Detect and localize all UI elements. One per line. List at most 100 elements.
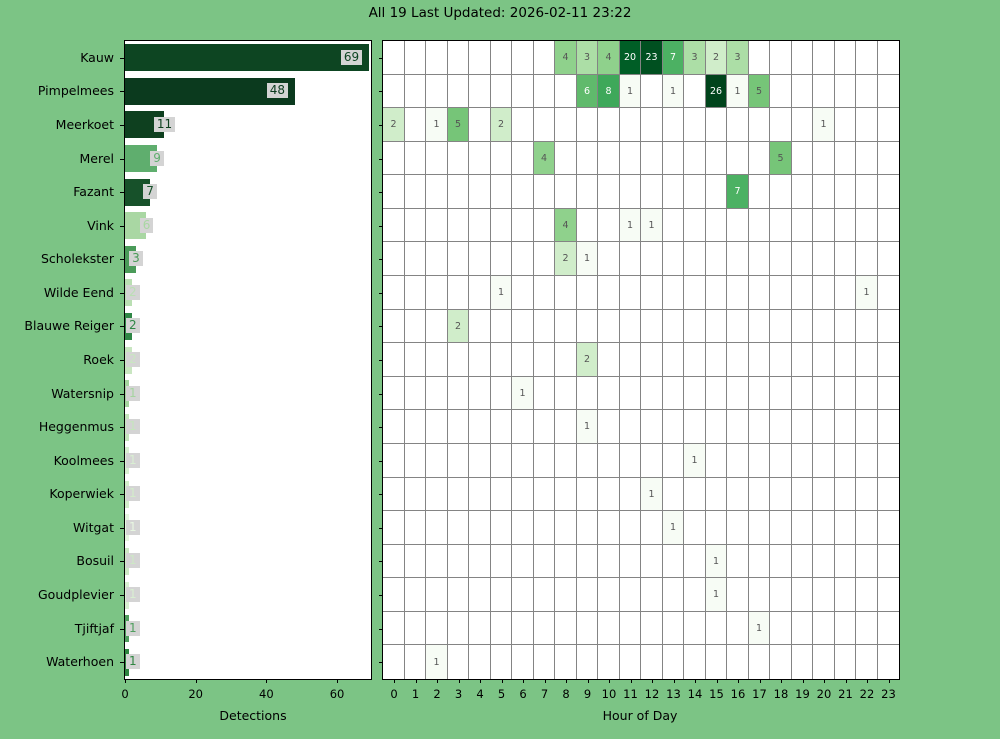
heatmap-cell (749, 108, 770, 142)
hour-label: 19 (795, 687, 810, 701)
heatmap-cell (469, 377, 491, 410)
heatmap-cell (555, 645, 577, 679)
hour-tick (695, 679, 696, 683)
heatmap-cell (426, 209, 448, 242)
heatmap-cell (383, 511, 405, 545)
bar-value-label: 1 (126, 621, 140, 636)
heatmap-cell (749, 175, 770, 209)
heatmap-cell (448, 578, 469, 612)
heatmap-cell (706, 645, 727, 679)
heatmap-cell (856, 578, 878, 612)
heatmap-cell: 1 (620, 209, 641, 242)
heatmap-cell (878, 578, 899, 612)
hour-tick (803, 679, 804, 683)
heatmap-cell (878, 108, 899, 142)
heatmap-cell (663, 343, 684, 377)
heatmap-cell (878, 645, 899, 679)
heatmap-cell (770, 108, 792, 142)
heatmap-cell (835, 410, 856, 444)
heatmap-cell (405, 310, 426, 343)
hour-tick (609, 679, 610, 683)
hour-label: 0 (390, 687, 398, 701)
heatmap-ytick (379, 561, 382, 562)
heatmap-cell: 2 (491, 108, 512, 142)
heatmap-cell: 2 (383, 108, 405, 142)
hour-tick (760, 679, 761, 683)
heatmap-cell (620, 511, 641, 545)
bar-value-label: 1 (126, 419, 140, 434)
heatmap-cell (426, 578, 448, 612)
species-label: Vink (87, 217, 114, 233)
heatmap-cell (405, 276, 426, 310)
heatmap-cell (383, 612, 405, 645)
heatmap-cell (878, 142, 899, 175)
hour-tick (545, 679, 546, 683)
heatmap-cell (426, 612, 448, 645)
heatmap-cell (856, 209, 878, 242)
heatmap-cell (856, 310, 878, 343)
heatmap-cell (684, 377, 706, 410)
heatmap-cell (684, 142, 706, 175)
heatmap-cell (555, 276, 577, 310)
heatmap-cell (555, 343, 577, 377)
heatmap-cell (491, 478, 512, 511)
bar-xtick-label: 60 (329, 687, 345, 701)
heatmap-cell (577, 645, 598, 679)
heatmap-cell: 1 (749, 612, 770, 645)
heatmap-cell (555, 142, 577, 175)
hour-tick (824, 679, 825, 683)
heatmap-cell (448, 41, 469, 75)
heatmap-cell (684, 175, 706, 209)
heatmap-cell (706, 310, 727, 343)
species-label: Kauw (80, 49, 114, 65)
heatmap-cell (405, 410, 426, 444)
heatmap-cell (792, 242, 813, 276)
heatmap-ytick (379, 226, 382, 227)
heatmap-cell (426, 511, 448, 545)
heatmap-cell (598, 545, 620, 578)
hour-label: 17 (752, 687, 767, 701)
heatmap-cell (770, 209, 792, 242)
heatmap-cell (663, 578, 684, 612)
heatmap-cell: 1 (663, 511, 684, 545)
heatmap-cell (383, 142, 405, 175)
heatmap-cell (426, 41, 448, 75)
heatmap-cell (469, 478, 491, 511)
heatmap-cell (706, 478, 727, 511)
heatmap-cell (770, 276, 792, 310)
heatmap-cell (469, 545, 491, 578)
species-label: Goudplevier (38, 587, 114, 603)
species-label: Bosuil (76, 553, 114, 569)
heatmap-cell (792, 41, 813, 75)
heatmap-cell: 1 (684, 444, 706, 478)
heatmap-ytick (379, 293, 382, 294)
heatmap-cell: 5 (749, 75, 770, 108)
heatmap-ytick (379, 528, 382, 529)
hour-label: 16 (730, 687, 746, 701)
heatmap-cell (749, 410, 770, 444)
heatmap-cell (856, 175, 878, 209)
heatmap-cell (813, 511, 835, 545)
heatmap-cell (448, 242, 469, 276)
hour-tick (867, 679, 868, 683)
bar-value-label: 48 (266, 83, 288, 98)
heatmap-cell (534, 545, 555, 578)
heatmap-cell (813, 612, 835, 645)
heatmap-cell (813, 410, 835, 444)
bar-value-label: 6 (139, 218, 154, 233)
heatmap-ytick (379, 394, 382, 395)
heatmap-cell (383, 410, 405, 444)
heatmap-cell (727, 410, 749, 444)
heatmap-cell (598, 310, 620, 343)
heatmap-cell (448, 175, 469, 209)
bar-xtick (125, 679, 126, 683)
heatmap-cell (878, 209, 899, 242)
bar-ytick (120, 159, 124, 160)
heatmap-cell (405, 545, 426, 578)
heatmap-cell (620, 242, 641, 276)
heatmap-cell (405, 75, 426, 108)
bar-value-label: 2 (126, 318, 140, 333)
heatmap-cell (577, 108, 598, 142)
heatmap-cell (405, 41, 426, 75)
heatmap-cell: 23 (641, 41, 663, 75)
